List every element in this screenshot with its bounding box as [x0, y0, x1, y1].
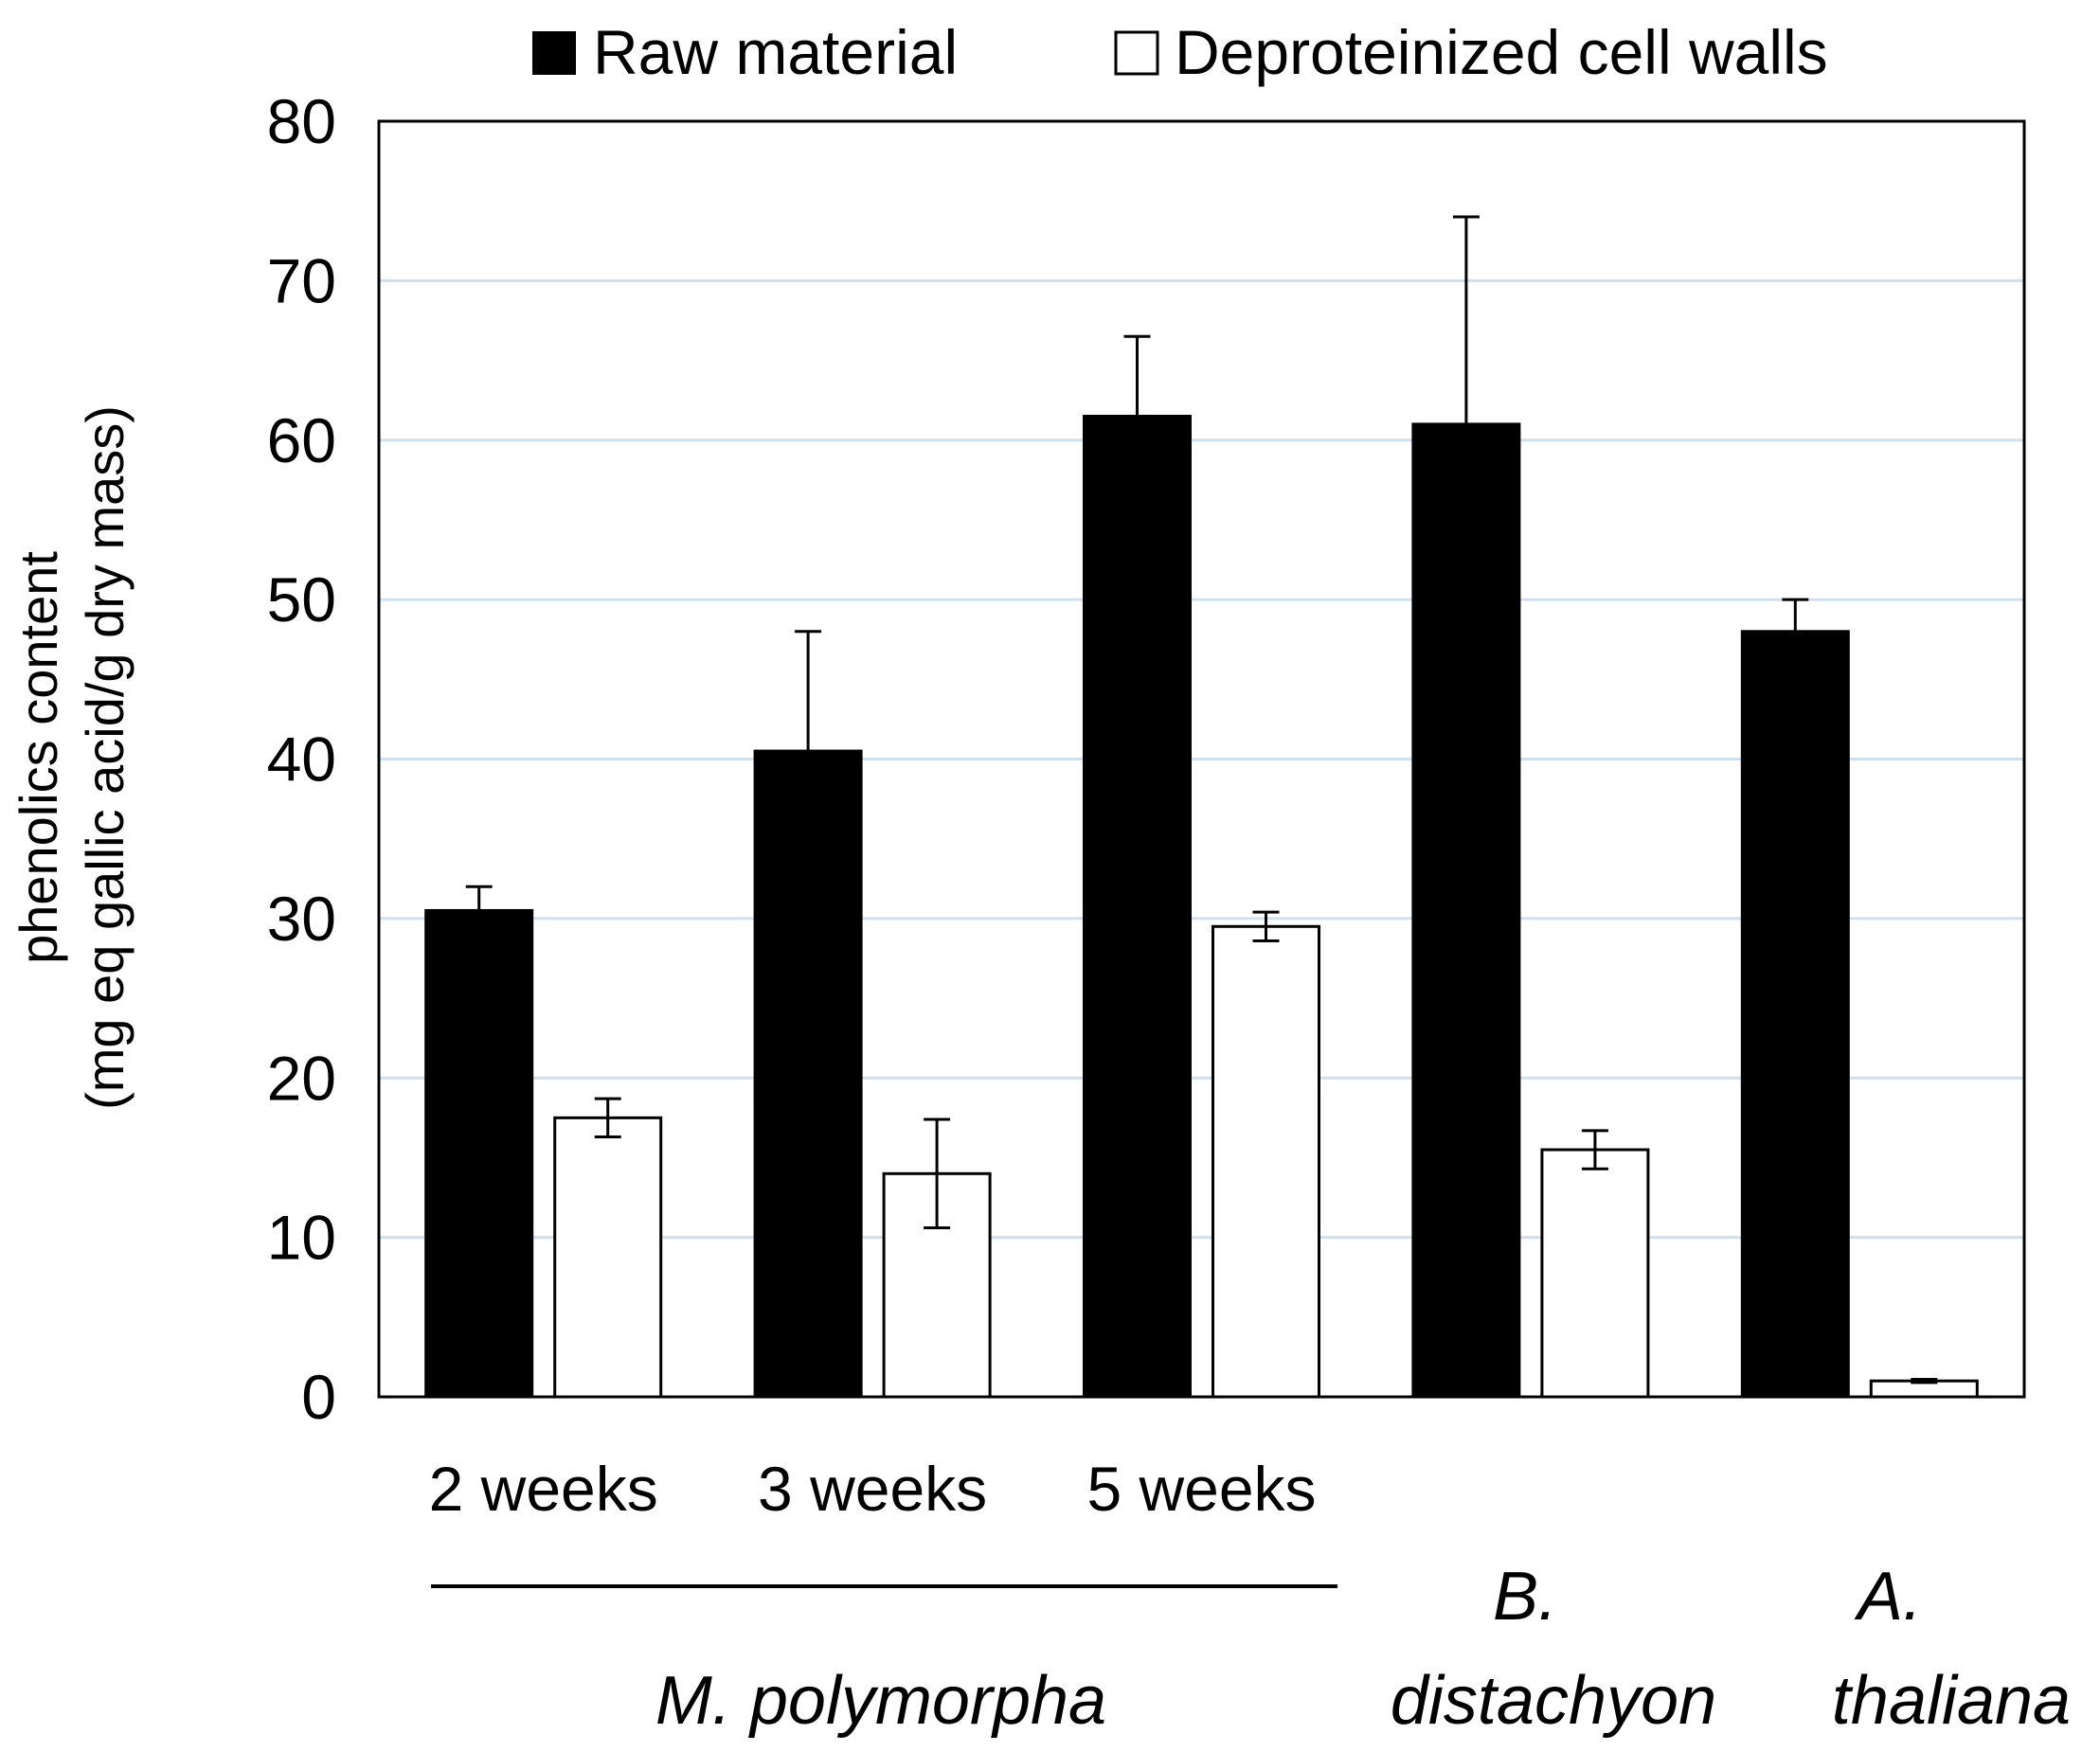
bars — [424, 414, 1979, 1399]
y-tick-label-20: 20 — [267, 1043, 336, 1113]
bar-raw-material-4 — [1740, 630, 1850, 1399]
category-label-0: 2 weeks — [429, 1454, 658, 1524]
y-tick-label-70: 70 — [267, 245, 336, 315]
y-tick-label-30: 30 — [267, 884, 336, 954]
y-tick-labels: 0 10 20 30 40 50 60 70 80 — [267, 86, 336, 1432]
legend-swatch-raw-material — [532, 31, 576, 75]
y-tick-label-40: 40 — [267, 724, 336, 795]
y-tick-label-50: 50 — [267, 564, 336, 635]
y-tick-label-60: 60 — [267, 405, 336, 475]
legend-label-deproteinized: Deproteinized cell walls — [1175, 17, 1828, 87]
category-labels: 2 weeks 3 weeks 5 weeks — [429, 1454, 1317, 1524]
group-label-b-distachyon-line2: distachyon — [1391, 1663, 1716, 1739]
category-label-1: 3 weeks — [758, 1454, 987, 1524]
legend: Raw material Deproteinized cell walls — [532, 17, 1828, 87]
legend-swatch-deproteinized — [1114, 30, 1159, 76]
y-axis-label-units: (mg eq gallic acid/g dry mass) — [75, 405, 135, 1110]
group-label-b-distachyon-line1: B. — [1493, 1559, 1557, 1635]
bar-deproteinized-0 — [553, 1116, 663, 1399]
grid-lines — [379, 278, 2024, 1240]
bar-raw-material-0 — [424, 908, 534, 1399]
bar-raw-material-2 — [1083, 414, 1192, 1399]
y-axis-label: phenolics content — [9, 551, 68, 964]
bar-deproteinized-2 — [1212, 924, 1320, 1399]
legend-label-raw-material: Raw material — [593, 17, 958, 87]
error-bars — [465, 215, 1938, 1385]
plot-frame — [377, 119, 2026, 1399]
group-label-m-polymorpha: M. polymorpha — [655, 1663, 1106, 1739]
group-label-a-thaliana-line1: A. — [1854, 1559, 1922, 1635]
category-label-2: 5 weeks — [1086, 1454, 1316, 1524]
y-tick-label-80: 80 — [267, 86, 336, 156]
group-label-a-thaliana-line2: thaliana — [1832, 1663, 2071, 1739]
bar-deproteinized-3 — [1540, 1148, 1650, 1399]
y-tick-label-0: 0 — [301, 1362, 336, 1432]
y-tick-label-10: 10 — [267, 1203, 336, 1273]
